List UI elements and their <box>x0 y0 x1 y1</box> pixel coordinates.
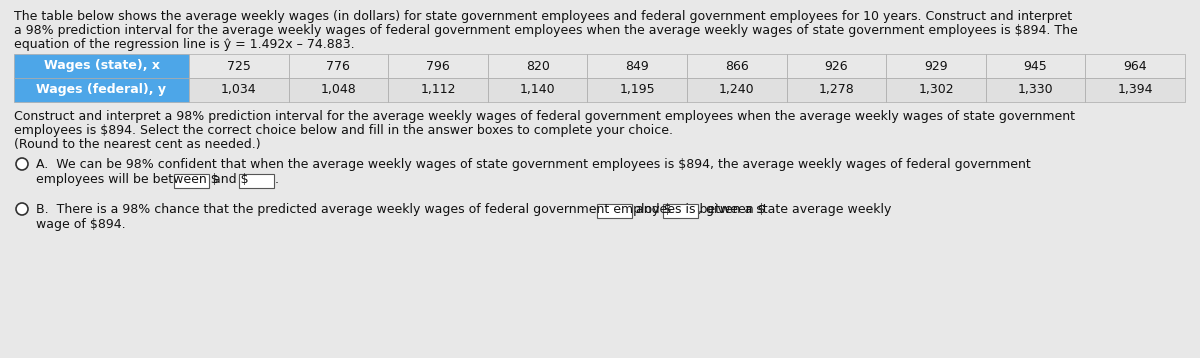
Bar <box>14 54 190 78</box>
Text: a 98% prediction interval for the average weekly wages of federal government emp: a 98% prediction interval for the averag… <box>14 24 1078 37</box>
Text: A.  We can be 98% confident that when the average weekly wages of state governme: A. We can be 98% confident that when the… <box>36 158 1031 171</box>
Text: 1,112: 1,112 <box>420 83 456 97</box>
Text: wage of $894.: wage of $894. <box>36 218 126 231</box>
Text: and $: and $ <box>209 173 248 186</box>
Text: 1,240: 1,240 <box>719 83 755 97</box>
Text: employees is $894. Select the correct choice below and fill in the answer boxes : employees is $894. Select the correct ch… <box>14 124 673 137</box>
Bar <box>289 54 389 78</box>
Bar <box>289 78 389 102</box>
Text: 1,302: 1,302 <box>918 83 954 97</box>
Text: 964: 964 <box>1123 59 1147 73</box>
Text: 820: 820 <box>526 59 550 73</box>
Text: 945: 945 <box>1024 59 1048 73</box>
Text: equation of the regression line is ŷ = 1.492x – 74.883.: equation of the regression line is ŷ = 1… <box>14 38 355 51</box>
Bar <box>1086 54 1186 78</box>
Text: 725: 725 <box>227 59 251 73</box>
Bar <box>686 54 787 78</box>
Bar <box>588 54 686 78</box>
Bar <box>174 174 209 188</box>
Text: 849: 849 <box>625 59 649 73</box>
Bar <box>598 204 632 218</box>
Bar <box>588 78 686 102</box>
Text: Wages (state), x: Wages (state), x <box>43 59 160 73</box>
Bar <box>487 78 588 102</box>
Bar <box>886 54 986 78</box>
Bar <box>662 204 697 218</box>
Text: 796: 796 <box>426 59 450 73</box>
Text: employees will be between $: employees will be between $ <box>36 173 218 186</box>
Text: Wages (federal), y: Wages (federal), y <box>36 83 167 97</box>
Bar <box>986 78 1085 102</box>
Bar <box>190 54 289 78</box>
Bar <box>787 54 886 78</box>
Text: 1,034: 1,034 <box>221 83 257 97</box>
Bar <box>389 54 487 78</box>
Text: 1,048: 1,048 <box>320 83 356 97</box>
Bar <box>986 54 1085 78</box>
Text: B.  There is a 98% chance that the predicted average weekly wages of federal gov: B. There is a 98% chance that the predic… <box>36 203 766 216</box>
Circle shape <box>16 203 28 215</box>
Text: and $: and $ <box>632 203 672 216</box>
Bar <box>1086 78 1186 102</box>
Text: 1,330: 1,330 <box>1018 83 1054 97</box>
Bar <box>487 54 588 78</box>
Bar <box>14 78 190 102</box>
Bar <box>886 78 986 102</box>
Circle shape <box>16 158 28 170</box>
Text: .: . <box>275 173 278 186</box>
Text: 776: 776 <box>326 59 350 73</box>
Bar <box>389 78 487 102</box>
Text: , given a state average weekly: , given a state average weekly <box>697 203 890 216</box>
Text: 1,394: 1,394 <box>1117 83 1153 97</box>
Text: 926: 926 <box>824 59 848 73</box>
Text: Construct and interpret a 98% prediction interval for the average weekly wages o: Construct and interpret a 98% prediction… <box>14 110 1075 123</box>
Bar <box>787 78 886 102</box>
Bar <box>190 78 289 102</box>
Bar <box>239 174 275 188</box>
Text: 1,140: 1,140 <box>520 83 556 97</box>
Text: 1,195: 1,195 <box>619 83 655 97</box>
Text: (Round to the nearest cent as needed.): (Round to the nearest cent as needed.) <box>14 138 260 151</box>
Text: 1,278: 1,278 <box>818 83 854 97</box>
Text: The table below shows the average weekly wages (in dollars) for state government: The table below shows the average weekly… <box>14 10 1072 23</box>
Text: 866: 866 <box>725 59 749 73</box>
Text: 929: 929 <box>924 59 948 73</box>
Bar <box>686 78 787 102</box>
